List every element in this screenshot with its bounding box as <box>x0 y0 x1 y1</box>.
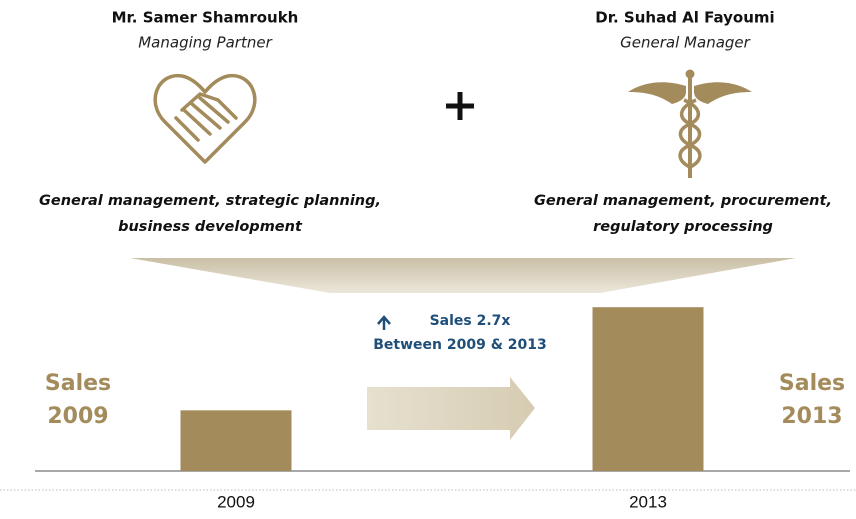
annotation: Sales 2.7x <box>430 313 511 329</box>
person-duty: regulatory processing <box>593 219 773 235</box>
up-arrow-icon <box>377 315 391 330</box>
growth-arrow <box>367 377 535 440</box>
person-duty: General management, strategic planning, <box>39 193 381 209</box>
side-label: Sales <box>45 371 111 396</box>
person-name: Dr. Suhad Al Fayoumi <box>595 9 774 27</box>
person-role: Managing Partner <box>138 34 272 52</box>
plus-sign <box>446 92 474 120</box>
x-tick-label: 2009 <box>217 492 255 511</box>
side-label: 2013 <box>781 404 842 429</box>
handshake-heart-icon <box>153 74 257 164</box>
person-name: Mr. Samer Shamroukh <box>112 9 299 27</box>
side-label: Sales <box>779 371 845 396</box>
caduceus-icon <box>628 69 752 178</box>
bar <box>180 410 292 471</box>
side-label: 2009 <box>47 404 108 429</box>
person-duty: business development <box>118 219 303 235</box>
bar <box>592 307 704 471</box>
annotation: Between 2009 & 2013 <box>373 337 547 353</box>
funnel <box>130 258 796 293</box>
person-role: General Manager <box>620 34 750 52</box>
x-tick-label: 2013 <box>629 492 667 511</box>
person-duty: General management, procurement, <box>534 193 832 209</box>
